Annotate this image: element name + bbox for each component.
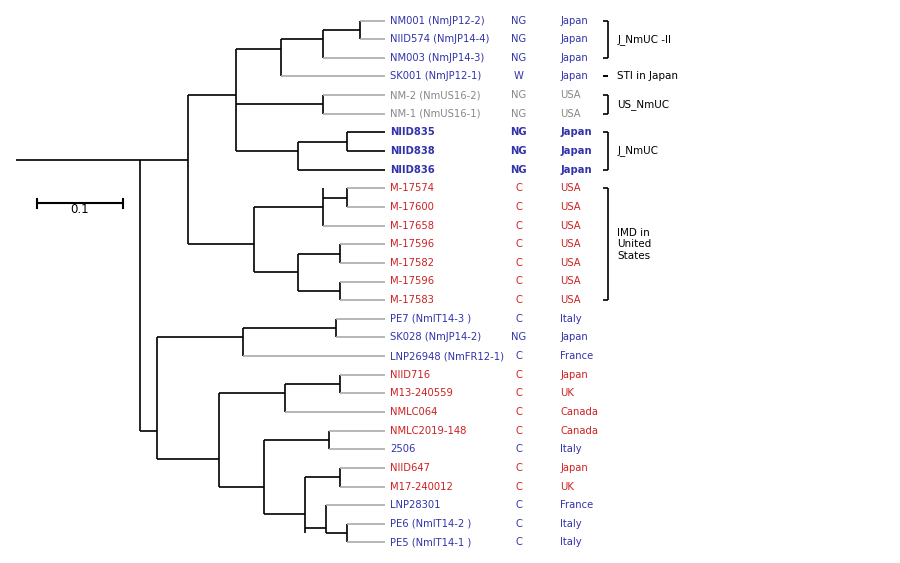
Text: USA: USA — [560, 258, 580, 268]
Text: LNP28301: LNP28301 — [390, 500, 441, 510]
Text: C: C — [516, 258, 522, 268]
Text: LNP26948 (NmFR12-1): LNP26948 (NmFR12-1) — [390, 351, 504, 361]
Text: C: C — [516, 314, 522, 324]
Text: USA: USA — [560, 202, 580, 212]
Text: C: C — [516, 463, 522, 473]
Text: M-17658: M-17658 — [390, 221, 434, 231]
Text: C: C — [516, 202, 522, 212]
Text: Italy: Italy — [560, 314, 582, 324]
Text: NIID716: NIID716 — [390, 370, 430, 379]
Text: Japan: Japan — [560, 127, 592, 137]
Text: SK028 (NmJP14-2): SK028 (NmJP14-2) — [390, 332, 482, 342]
Text: C: C — [516, 538, 522, 547]
Text: M-17600: M-17600 — [390, 202, 434, 212]
Text: NG: NG — [510, 146, 527, 156]
Text: NIID838: NIID838 — [390, 146, 435, 156]
Text: UK: UK — [560, 481, 574, 491]
Text: US_NmUC: US_NmUC — [617, 99, 670, 110]
Text: C: C — [516, 276, 522, 287]
Text: STI in Japan: STI in Japan — [617, 72, 679, 82]
Text: C: C — [516, 184, 522, 193]
Text: USA: USA — [560, 295, 580, 305]
Text: Japan: Japan — [560, 463, 588, 473]
Text: NIID835: NIID835 — [390, 127, 435, 137]
Text: C: C — [516, 481, 522, 491]
Text: IMD in
United
States: IMD in United States — [617, 227, 652, 261]
Text: France: France — [560, 351, 593, 361]
Text: UK: UK — [560, 388, 574, 399]
Text: NM001 (NmJP12-2): NM001 (NmJP12-2) — [390, 16, 485, 25]
Text: C: C — [516, 500, 522, 510]
Text: PE6 (NmIT14-2 ): PE6 (NmIT14-2 ) — [390, 519, 472, 529]
Text: NG: NG — [511, 332, 526, 342]
Text: NIID836: NIID836 — [390, 164, 435, 175]
Text: C: C — [516, 444, 522, 454]
Text: USA: USA — [560, 109, 580, 119]
Text: NM-2 (NmUS16-2): NM-2 (NmUS16-2) — [390, 90, 481, 100]
Text: C: C — [516, 426, 522, 436]
Text: M17-240012: M17-240012 — [390, 481, 453, 491]
Text: C: C — [516, 407, 522, 417]
Text: USA: USA — [560, 276, 580, 287]
Text: France: France — [560, 500, 593, 510]
Text: C: C — [516, 239, 522, 249]
Text: NMLC2019-148: NMLC2019-148 — [390, 426, 466, 436]
Text: NIID574 (NmJP14-4): NIID574 (NmJP14-4) — [390, 34, 490, 44]
Text: NG: NG — [511, 109, 526, 119]
Text: Italy: Italy — [560, 538, 582, 547]
Text: NM-1 (NmUS16-1): NM-1 (NmUS16-1) — [390, 109, 481, 119]
Text: USA: USA — [560, 90, 580, 100]
Text: M-17583: M-17583 — [390, 295, 434, 305]
Text: Japan: Japan — [560, 332, 588, 342]
Text: PE5 (NmIT14-1 ): PE5 (NmIT14-1 ) — [390, 538, 472, 547]
Text: NIID647: NIID647 — [390, 463, 430, 473]
Text: SK001 (NmJP12-1): SK001 (NmJP12-1) — [390, 72, 482, 82]
Text: NG: NG — [511, 90, 526, 100]
Text: USA: USA — [560, 221, 580, 231]
Text: C: C — [516, 351, 522, 361]
Text: J_NmUC: J_NmUC — [617, 146, 659, 157]
Text: J_NmUC -II: J_NmUC -II — [617, 34, 671, 44]
Text: M13-240559: M13-240559 — [390, 388, 453, 399]
Text: NG: NG — [511, 16, 526, 25]
Text: Japan: Japan — [560, 164, 592, 175]
Text: Japan: Japan — [560, 53, 588, 63]
Text: Italy: Italy — [560, 444, 582, 454]
Text: Canada: Canada — [560, 407, 598, 417]
Text: NM003 (NmJP14-3): NM003 (NmJP14-3) — [390, 53, 484, 63]
Text: Italy: Italy — [560, 519, 582, 529]
Text: C: C — [516, 519, 522, 529]
Text: M-17582: M-17582 — [390, 258, 434, 268]
Text: 0.1: 0.1 — [70, 203, 89, 216]
Text: C: C — [516, 221, 522, 231]
Text: USA: USA — [560, 184, 580, 193]
Text: 2506: 2506 — [390, 444, 416, 454]
Text: NMLC064: NMLC064 — [390, 407, 437, 417]
Text: Japan: Japan — [560, 16, 588, 25]
Text: NG: NG — [511, 34, 526, 44]
Text: Japan: Japan — [560, 370, 588, 379]
Text: Japan: Japan — [560, 146, 592, 156]
Text: Japan: Japan — [560, 72, 588, 82]
Text: NG: NG — [510, 164, 527, 175]
Text: W: W — [514, 72, 524, 82]
Text: C: C — [516, 295, 522, 305]
Text: Japan: Japan — [560, 34, 588, 44]
Text: Canada: Canada — [560, 426, 598, 436]
Text: C: C — [516, 370, 522, 379]
Text: M-17574: M-17574 — [390, 184, 434, 193]
Text: NG: NG — [511, 53, 526, 63]
Text: PE7 (NmIT14-3 ): PE7 (NmIT14-3 ) — [390, 314, 472, 324]
Text: M-17596: M-17596 — [390, 276, 434, 287]
Text: M-17596: M-17596 — [390, 239, 434, 249]
Text: C: C — [516, 388, 522, 399]
Text: NG: NG — [510, 127, 527, 137]
Text: USA: USA — [560, 239, 580, 249]
